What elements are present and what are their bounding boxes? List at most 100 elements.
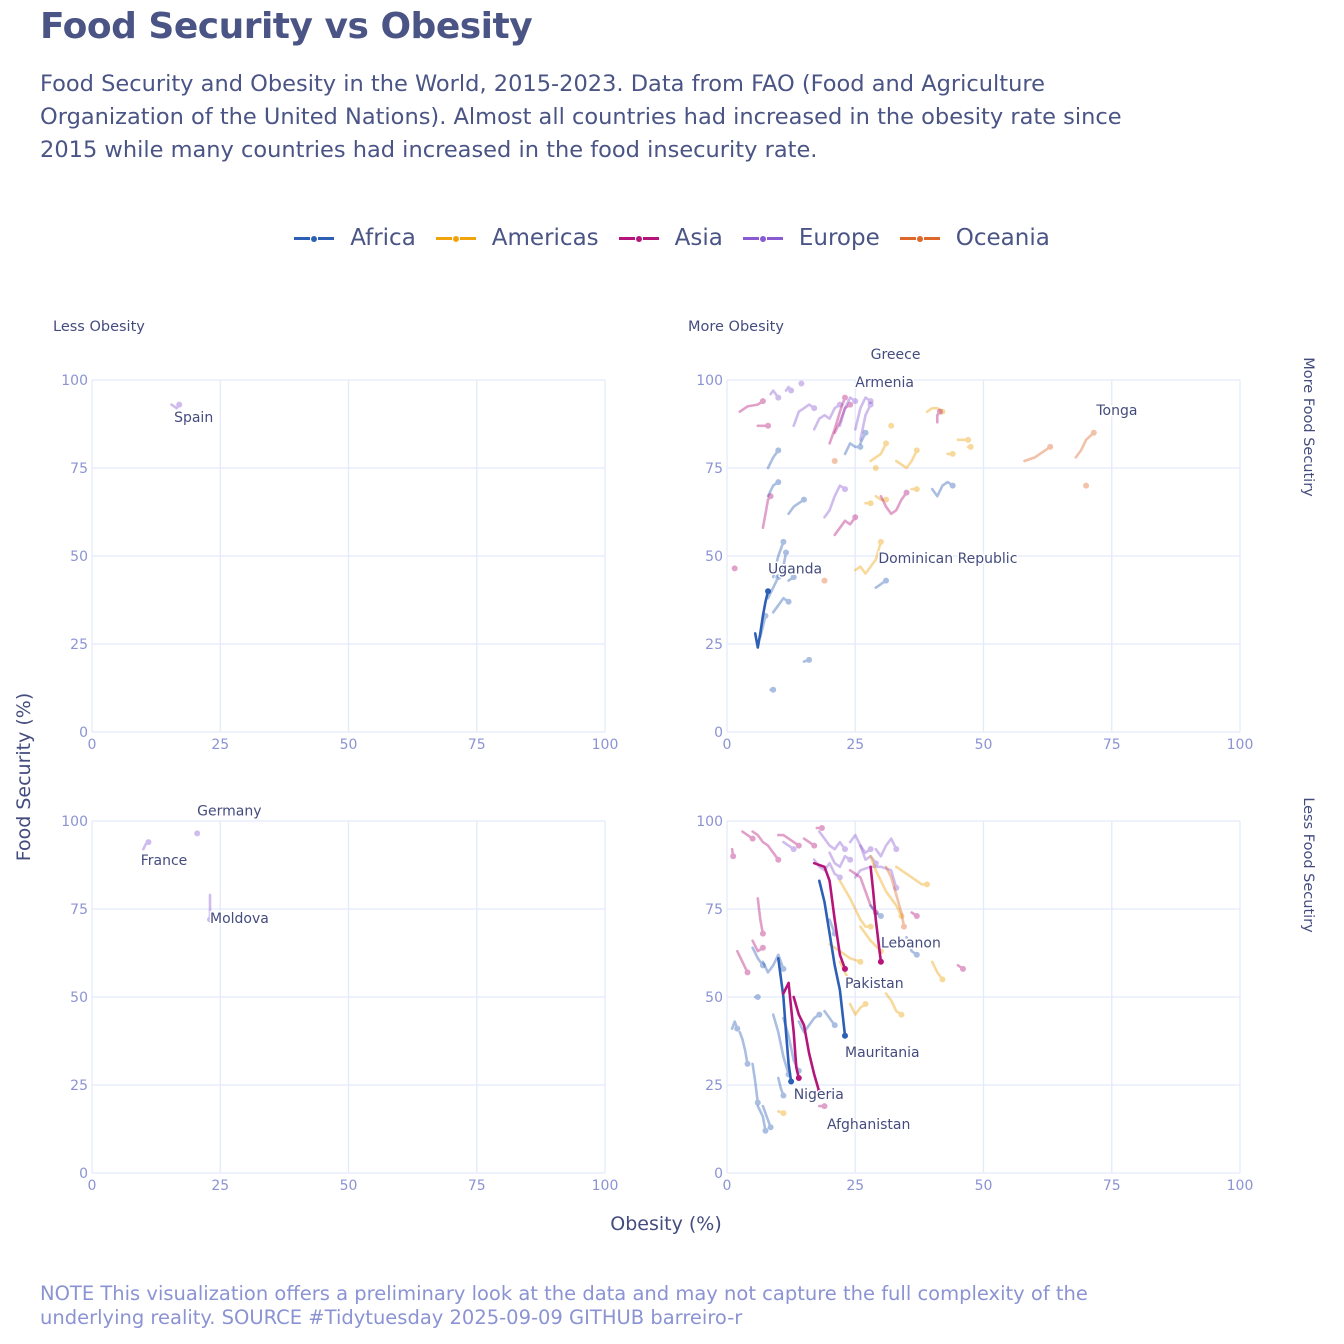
- country-series-africa: [766, 574, 782, 600]
- series-end-point: [949, 450, 956, 457]
- series-end-point: [1047, 443, 1054, 450]
- series-end-point: [788, 387, 795, 394]
- series-end-point: [872, 465, 879, 471]
- series-line: [1023, 445, 1052, 463]
- series-end-point: [852, 514, 859, 521]
- series-line: [869, 865, 883, 964]
- series-end-point: [847, 856, 854, 863]
- series-line: [843, 442, 862, 456]
- series-end-point: [841, 846, 848, 853]
- country-series-asia: [833, 401, 854, 435]
- y-tick-label: 25: [705, 1078, 723, 1094]
- series-line: [782, 981, 801, 1080]
- series-end-point: [811, 842, 818, 849]
- legend-item-africa[interactable]: Africa: [294, 225, 416, 251]
- series-end-point: [841, 394, 848, 401]
- series-line: [838, 879, 872, 928]
- series-line: [802, 658, 811, 663]
- series-end-point: [883, 577, 890, 584]
- y-tick-label: 75: [705, 902, 723, 918]
- series-end-point: [754, 1099, 761, 1106]
- series-end-point: [857, 443, 864, 450]
- series-end-point: [780, 1092, 787, 1099]
- legend-item-oceania[interactable]: Oceania: [899, 225, 1050, 251]
- series-line: [1074, 431, 1096, 459]
- country-series-europe: [170, 401, 183, 410]
- legend-label: Americas: [491, 225, 599, 251]
- series-line: [895, 865, 929, 886]
- country-series-europe: [859, 844, 879, 867]
- y-tick-label: 50: [705, 990, 723, 1006]
- series-end-point: [206, 916, 213, 923]
- series-line: [170, 403, 181, 410]
- country-series-africa: [751, 1062, 761, 1106]
- series-line: [812, 403, 842, 431]
- series-end-point: [194, 830, 201, 837]
- country-series-africa: [787, 496, 807, 516]
- series-end-point: [877, 958, 884, 965]
- country-label: Moldova: [210, 911, 269, 927]
- series-line: [777, 833, 801, 847]
- footer-note: NOTE This visualization offers a prelimi…: [40, 1282, 1088, 1329]
- country-label: France: [141, 853, 188, 869]
- series-line: [859, 403, 872, 442]
- series-line: [769, 389, 780, 399]
- series-end-point: [857, 983, 864, 990]
- x-tick-label: 0: [723, 1178, 732, 1194]
- series-line: [818, 879, 847, 1037]
- series-end-point: [893, 884, 900, 891]
- country-series-asia: [751, 830, 782, 863]
- series-end-point: [939, 408, 946, 415]
- country-series-americas: [869, 440, 890, 463]
- series-end-point: [847, 401, 854, 408]
- x-tick-label: 50: [975, 1178, 993, 1194]
- country-series-africa: [777, 549, 789, 579]
- country-series-africa: [771, 538, 787, 579]
- country-series-africa: [753, 994, 761, 1000]
- country-series-africa: [766, 447, 782, 470]
- series-line: [771, 1013, 790, 1076]
- country-series-americas: [874, 494, 890, 503]
- series-end-point: [821, 1103, 828, 1110]
- x-tick-label: 25: [846, 737, 864, 753]
- series-line: [936, 410, 942, 424]
- series-end-point: [949, 482, 956, 489]
- x-axis-title: Obesity (%): [610, 1213, 722, 1235]
- y-tick-label: 0: [79, 1166, 88, 1182]
- y-tick-label: 0: [714, 725, 723, 741]
- series-line: [848, 833, 872, 854]
- series-end-point: [754, 994, 761, 1000]
- series-end-point: [780, 965, 787, 972]
- series-end-point: [913, 486, 920, 493]
- series-line: [730, 847, 735, 858]
- country-series-africa: [777, 1076, 787, 1099]
- series-end-point: [913, 951, 920, 958]
- legend-item-americas[interactable]: Americas: [435, 225, 599, 251]
- series-end-point: [744, 969, 751, 976]
- country-series-americas: [828, 942, 864, 965]
- series-end-point: [867, 500, 874, 507]
- country-series-americas: [888, 422, 895, 429]
- series-line: [823, 1009, 836, 1027]
- series-line: [874, 579, 888, 589]
- series-end-point: [775, 447, 782, 454]
- series-line: [874, 494, 888, 501]
- series-end-point: [883, 440, 890, 447]
- legend-item-europe[interactable]: Europe: [742, 225, 880, 251]
- legend-label: Europe: [798, 225, 880, 251]
- y-tick-label: 75: [70, 461, 88, 477]
- country-series-africa: [771, 596, 792, 614]
- legend-label: Asia: [674, 225, 723, 251]
- series-end-point: [765, 588, 772, 595]
- country-series-americas: [864, 500, 874, 507]
- country-series-europe: [142, 839, 152, 851]
- series-line: [884, 865, 906, 928]
- series-line: [787, 575, 795, 582]
- legend-item-asia[interactable]: Asia: [618, 225, 723, 251]
- series-line: [787, 498, 806, 516]
- series-line: [828, 942, 862, 964]
- country-series-oceania: [1074, 429, 1097, 459]
- country-series-oceania: [821, 577, 828, 584]
- series-end-point: [730, 853, 737, 860]
